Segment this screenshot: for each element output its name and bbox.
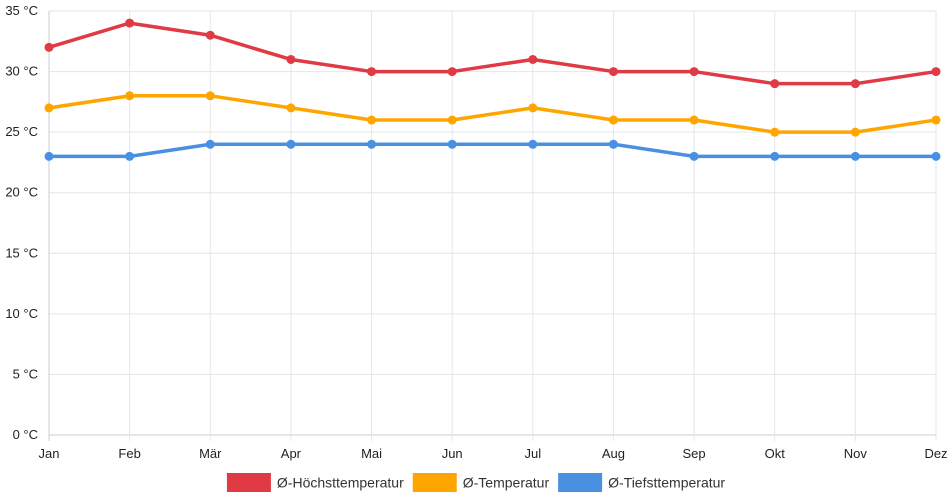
data-point xyxy=(608,139,618,149)
legend-label: Ø-Höchsttemperatur xyxy=(277,475,404,491)
data-point xyxy=(931,67,941,77)
data-point xyxy=(286,54,296,64)
data-point xyxy=(850,151,860,161)
legend-swatch xyxy=(558,473,603,492)
series-line xyxy=(47,94,938,134)
x-tick-label: Apr xyxy=(281,446,302,461)
legend-item: Ø-Höchsttemperatur xyxy=(226,473,404,492)
data-point xyxy=(770,127,780,137)
data-point xyxy=(205,139,215,149)
y-tick-label: 20 °C xyxy=(5,185,38,200)
legend-item: Ø-Temperatur xyxy=(412,473,550,492)
data-point xyxy=(528,54,538,64)
data-point xyxy=(367,139,377,149)
data-point xyxy=(125,91,135,101)
x-tick-label: Okt xyxy=(765,446,786,461)
x-tick-label: Mär xyxy=(199,446,222,461)
x-tick-label: Sep xyxy=(683,446,706,461)
y-tick-label: 15 °C xyxy=(5,245,38,260)
y-tick-label: 25 °C xyxy=(5,124,38,139)
data-point xyxy=(447,67,457,77)
data-point xyxy=(44,151,54,161)
data-point xyxy=(689,115,699,125)
data-point xyxy=(931,151,941,161)
data-point xyxy=(528,103,538,113)
x-tick-label: Jun xyxy=(442,446,463,461)
data-point xyxy=(608,67,618,77)
x-tick-label: Jan xyxy=(39,446,60,461)
legend-label: Ø-Temperatur xyxy=(463,475,550,491)
data-point xyxy=(608,115,618,125)
data-point xyxy=(850,79,860,89)
y-tick-label: 35 °C xyxy=(5,3,38,18)
series-3 xyxy=(44,139,941,161)
data-point xyxy=(770,151,780,161)
x-tick-label: Aug xyxy=(602,446,625,461)
data-point xyxy=(125,151,135,161)
legend: Ø-Höchsttemperatur Ø-Temperatur Ø-Tiefstte… xyxy=(226,473,725,492)
x-tick-label: Jul xyxy=(525,446,542,461)
data-point xyxy=(44,42,54,52)
data-point xyxy=(931,115,941,125)
grid xyxy=(48,10,937,441)
data-point xyxy=(205,91,215,101)
legend-item: Ø-Tiefsttemperatur xyxy=(558,473,725,492)
y-tick-label: 30 °C xyxy=(5,64,38,79)
series-line xyxy=(47,21,938,86)
data-point xyxy=(528,139,538,149)
legend-label: Ø-Tiefsttemperatur xyxy=(608,475,725,491)
data-point xyxy=(447,139,457,149)
series-2 xyxy=(44,91,941,137)
x-tick-label: Feb xyxy=(118,446,140,461)
legend-swatch xyxy=(226,473,271,492)
data-point xyxy=(367,67,377,77)
data-point xyxy=(689,67,699,77)
series-line xyxy=(47,142,938,159)
y-tick-label: 10 °C xyxy=(5,306,38,321)
data-point xyxy=(286,139,296,149)
data-point xyxy=(770,79,780,89)
data-point xyxy=(850,127,860,137)
data-point xyxy=(689,151,699,161)
data-point xyxy=(44,103,54,113)
data-point xyxy=(286,103,296,113)
x-tick-label: Dez xyxy=(924,446,947,461)
y-tick-label: 0 °C xyxy=(13,427,38,442)
y-tick-label: 5 °C xyxy=(13,366,38,381)
data-point xyxy=(367,115,377,125)
data-point xyxy=(447,115,457,125)
data-point xyxy=(125,18,135,28)
series-1 xyxy=(44,18,941,89)
legend-swatch xyxy=(412,473,457,492)
data-point xyxy=(205,30,215,40)
x-tick-label: Nov xyxy=(844,446,868,461)
x-tick-label: Mai xyxy=(361,446,382,461)
